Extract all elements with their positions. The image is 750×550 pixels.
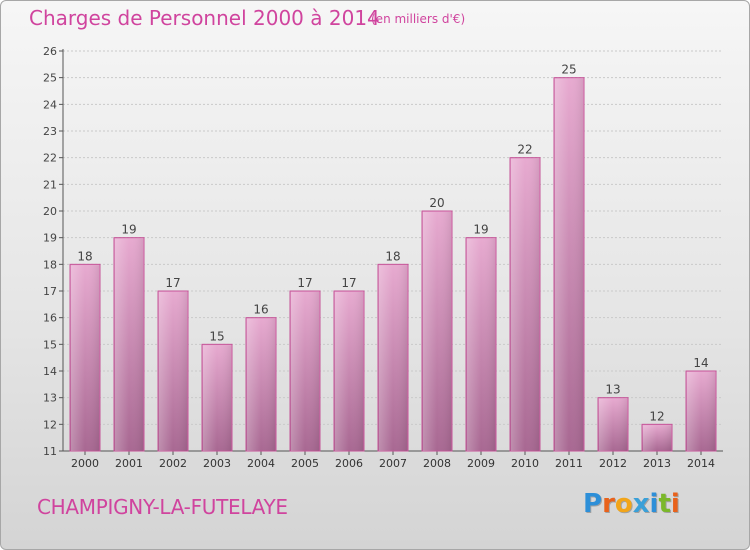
bar-shine <box>687 372 715 451</box>
bar-shine <box>291 292 319 451</box>
data-label: 22 <box>517 143 532 157</box>
bar-shine <box>555 78 583 452</box>
y-tick-label: 21 <box>43 178 57 191</box>
x-tick-label: 2006 <box>335 457 363 470</box>
brand-logo-letter: o <box>614 489 633 519</box>
data-label: 17 <box>341 276 356 290</box>
bar-shine <box>643 425 671 451</box>
bar-shine <box>599 398 627 451</box>
bar-shine <box>467 238 495 451</box>
data-label: 15 <box>209 329 224 343</box>
bar-shine <box>203 345 231 451</box>
x-tick-label: 2013 <box>643 457 671 470</box>
data-label: 19 <box>473 223 488 237</box>
brand-logo-letter: r <box>602 489 615 519</box>
x-tick-label: 2002 <box>159 457 187 470</box>
bar-shine <box>115 238 143 451</box>
y-tick-label: 24 <box>43 98 57 111</box>
bar-shine <box>71 265 99 451</box>
x-tick-label: 2011 <box>555 457 583 470</box>
data-label: 16 <box>253 303 268 317</box>
chart-title: Charges de Personnel 2000 à 2014 <box>29 6 380 30</box>
y-tick-label: 19 <box>43 232 57 245</box>
y-tick-label: 16 <box>43 312 57 325</box>
data-label: 18 <box>385 249 400 263</box>
chart-subtitle: (en milliers d'€) <box>371 12 466 26</box>
data-label: 19 <box>121 223 136 237</box>
x-tick-label: 2001 <box>115 457 143 470</box>
x-tick-label: 2012 <box>599 457 627 470</box>
data-label: 17 <box>165 276 180 290</box>
data-labels: 18 19 17 15 16 17 17 18 20 19 22 25 13 12 14 <box>77 63 708 424</box>
brand-logo-letter: P <box>583 489 603 519</box>
x-tick-label: 2007 <box>379 457 407 470</box>
bar-shine <box>511 158 539 451</box>
y-tick-label: 26 <box>43 45 57 58</box>
brand-logo-letter: t <box>658 489 671 519</box>
y-tick-label: 18 <box>43 258 57 271</box>
x-tick-label: 2014 <box>687 457 715 470</box>
x-tick-label: 2003 <box>203 457 231 470</box>
data-label: 14 <box>693 356 708 370</box>
x-tick-label: 2010 <box>511 457 539 470</box>
bar-shine <box>159 292 187 451</box>
brand-logo-letter: i <box>670 489 680 519</box>
data-label: 25 <box>561 63 576 77</box>
place-name: CHAMPIGNY-LA-FUTELAYE <box>37 495 288 519</box>
bars <box>69 77 717 452</box>
data-label: 18 <box>77 249 92 263</box>
y-tick-label: 20 <box>43 205 57 218</box>
data-label: 13 <box>605 383 620 397</box>
data-label: 20 <box>429 196 444 210</box>
y-tick-label: 17 <box>43 285 57 298</box>
x-tick-label: 2005 <box>291 457 319 470</box>
data-label: 17 <box>297 276 312 290</box>
x-tick-label: 2004 <box>247 457 275 470</box>
y-tick-label: 23 <box>43 125 57 138</box>
y-tick-label: 11 <box>43 445 57 458</box>
y-tick-label: 14 <box>43 365 57 378</box>
y-tick-label: 25 <box>43 72 57 85</box>
x-tick-label: 2009 <box>467 457 495 470</box>
bar-shine <box>335 292 363 451</box>
y-tick-label: 22 <box>43 152 57 165</box>
bar-shine <box>423 212 451 451</box>
bar-shine <box>247 318 275 451</box>
y-tick-label: 15 <box>43 338 57 351</box>
y-tick-label: 12 <box>43 418 57 431</box>
data-label: 12 <box>649 409 664 423</box>
brand-logo: Proxiti <box>583 489 680 519</box>
x-tick-label: 2008 <box>423 457 451 470</box>
brand-logo-letter: i <box>649 489 659 519</box>
bar-shine <box>379 265 407 451</box>
brand-logo-letter: x <box>632 489 650 519</box>
y-tick-label: 13 <box>43 392 57 405</box>
x-tick-label: 2000 <box>71 457 99 470</box>
